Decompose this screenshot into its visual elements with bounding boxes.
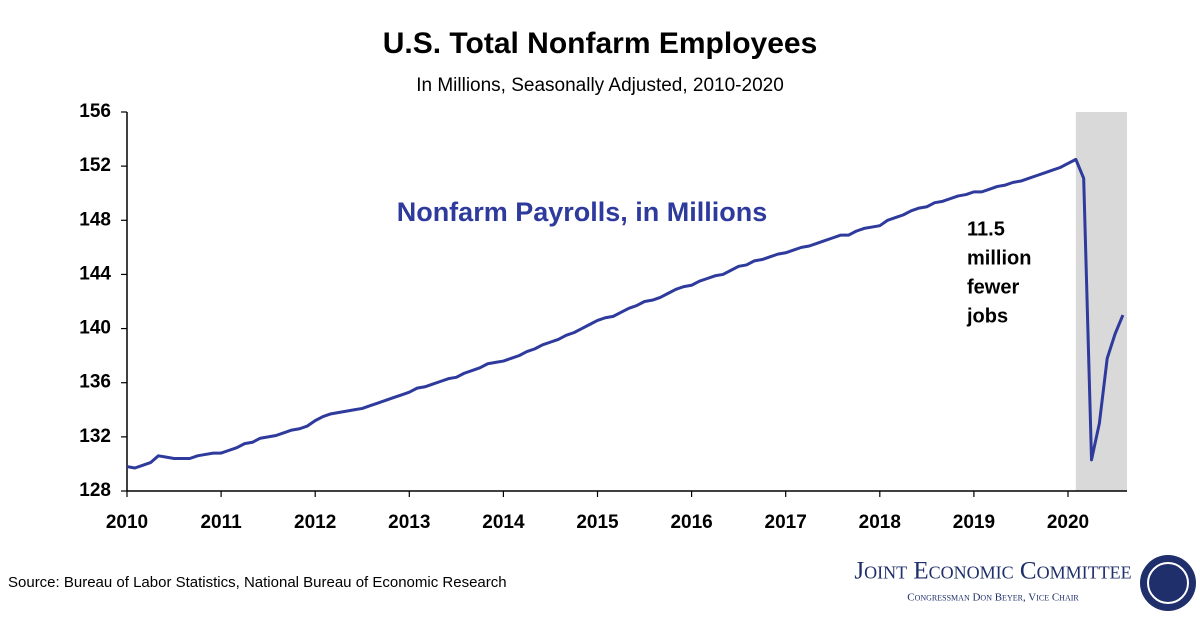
x-tick-label: 2018 bbox=[859, 512, 901, 533]
chart-subtitle: In Millions, Seasonally Adjusted, 2010-2… bbox=[416, 75, 784, 96]
x-tick-label: 2019 bbox=[953, 512, 995, 533]
y-tick-label: 144 bbox=[79, 263, 111, 284]
x-tick-label: 2013 bbox=[388, 512, 430, 533]
annotation: jobs bbox=[966, 305, 1008, 327]
x-tick-label: 2016 bbox=[670, 512, 712, 533]
logo-seal-ring bbox=[1147, 562, 1189, 604]
x-tick-label: 2015 bbox=[576, 512, 619, 533]
data-line bbox=[126, 157, 1125, 470]
y-tick-label: 152 bbox=[79, 155, 111, 176]
y-tick-label: 156 bbox=[79, 101, 111, 122]
x-tick-label: 2020 bbox=[1047, 512, 1089, 533]
x-tick-label: 2017 bbox=[765, 512, 807, 533]
annotation: 11.5 bbox=[967, 218, 1005, 240]
annotation: fewer bbox=[967, 276, 1019, 298]
chart-title: U.S. Total Nonfarm Employees bbox=[383, 27, 818, 60]
recession-shade bbox=[1075, 112, 1127, 491]
x-tick-label: 2014 bbox=[482, 512, 525, 533]
logo-subtitle: Congressman Don Beyer, Vice Chair bbox=[907, 592, 1079, 604]
series-label: Nonfarm Payrolls, in Millions bbox=[397, 197, 768, 227]
x-tick-label: 2011 bbox=[200, 512, 242, 533]
x-tick-label: 2012 bbox=[294, 512, 336, 533]
source-note: Source: Bureau of Labor Statistics, Nati… bbox=[8, 574, 507, 591]
y-tick-label: 128 bbox=[79, 480, 111, 501]
x-tick-label: 2010 bbox=[106, 512, 148, 533]
logo-name: Joint Economic Committee bbox=[854, 558, 1131, 585]
y-tick-label: 136 bbox=[79, 372, 111, 393]
logo: Joint Economic Committee Congressman Don… bbox=[854, 555, 1196, 611]
y-tick-label: 132 bbox=[79, 426, 111, 447]
y-tick-label: 148 bbox=[79, 209, 111, 230]
y-tick-label: 140 bbox=[79, 318, 111, 339]
annotation: million bbox=[967, 247, 1031, 269]
